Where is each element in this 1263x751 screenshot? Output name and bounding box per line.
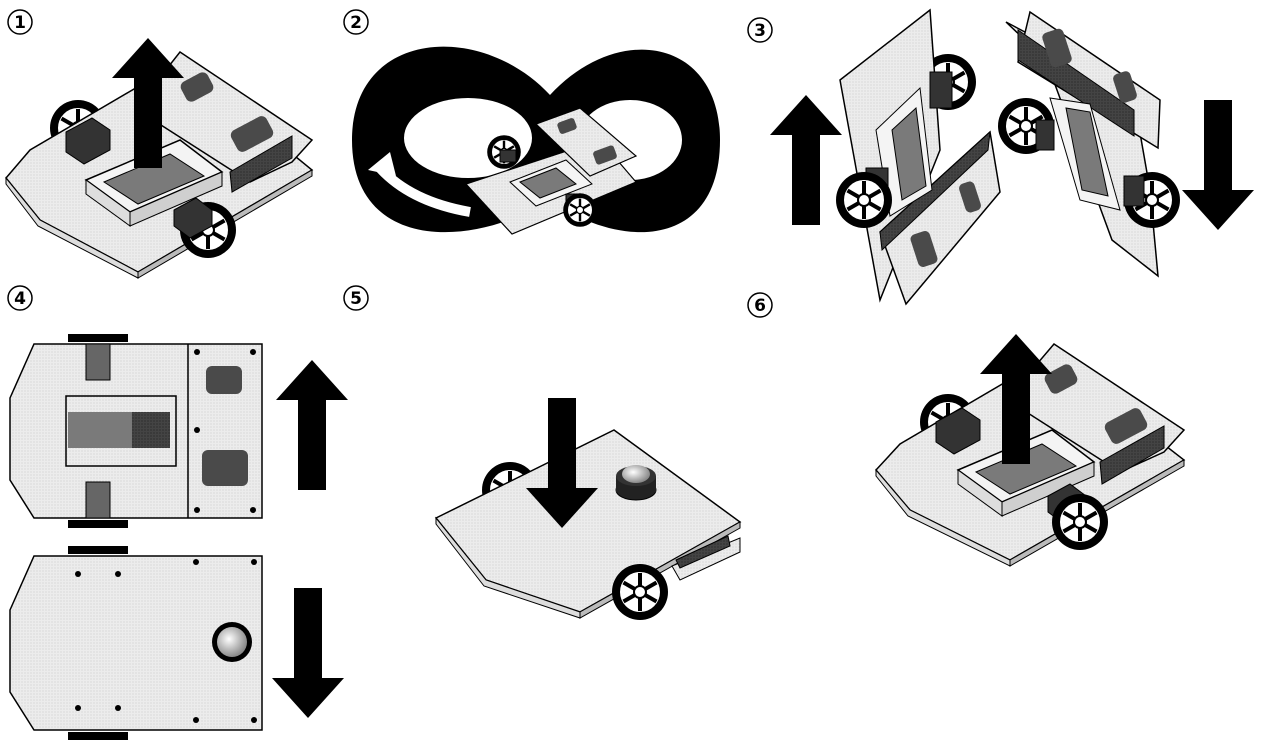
step-3-boards [770,8,1254,306]
motor-icon [65,117,111,165]
motor-icon [173,197,213,239]
step-number-6: 6 [754,296,766,316]
step-badge-4: 4 [7,285,33,311]
chip [202,450,248,486]
step-5-robot [434,398,742,622]
step-4-top-views [9,334,348,740]
chassis-bottom-view [9,555,263,731]
step-6-robot [874,334,1186,567]
step-number-5: 5 [350,289,362,309]
motor-icon [1035,119,1055,151]
wheel-top [68,546,128,554]
step-1-robot [5,38,314,279]
motor-icon [929,71,953,109]
down-arrow-icon [272,588,344,718]
wheel-icon [610,562,670,622]
up-arrow-icon [770,95,842,225]
step-2-track [352,46,720,235]
curved-arrow-icon [376,164,471,217]
down-arrow-icon [1182,100,1254,230]
step-number-3: 3 [754,21,766,41]
wheel-icon [1050,492,1110,552]
step-badge-5: 5 [343,285,369,311]
step-number-1: 1 [14,13,26,33]
wheel-icon [834,170,894,230]
chip [206,366,242,394]
wheel-top [68,334,128,342]
step-badge-2: 2 [343,9,369,35]
wheel-icon [562,191,598,229]
step-badge-3: 3 [747,17,773,43]
up-arrow-icon [276,360,348,490]
step-number-4: 4 [14,289,26,309]
motor-icon [85,481,111,519]
motor-icon [935,407,981,455]
wheel-top [68,520,128,528]
motor-icon [85,343,111,381]
motor-icon [1123,175,1145,207]
base-plate [434,429,742,613]
step-badge-6: 6 [747,292,773,318]
wheel-top [68,732,128,740]
step-number-2: 2 [350,13,362,33]
motor-icon [499,149,517,163]
step-badge-1: 1 [7,9,33,35]
